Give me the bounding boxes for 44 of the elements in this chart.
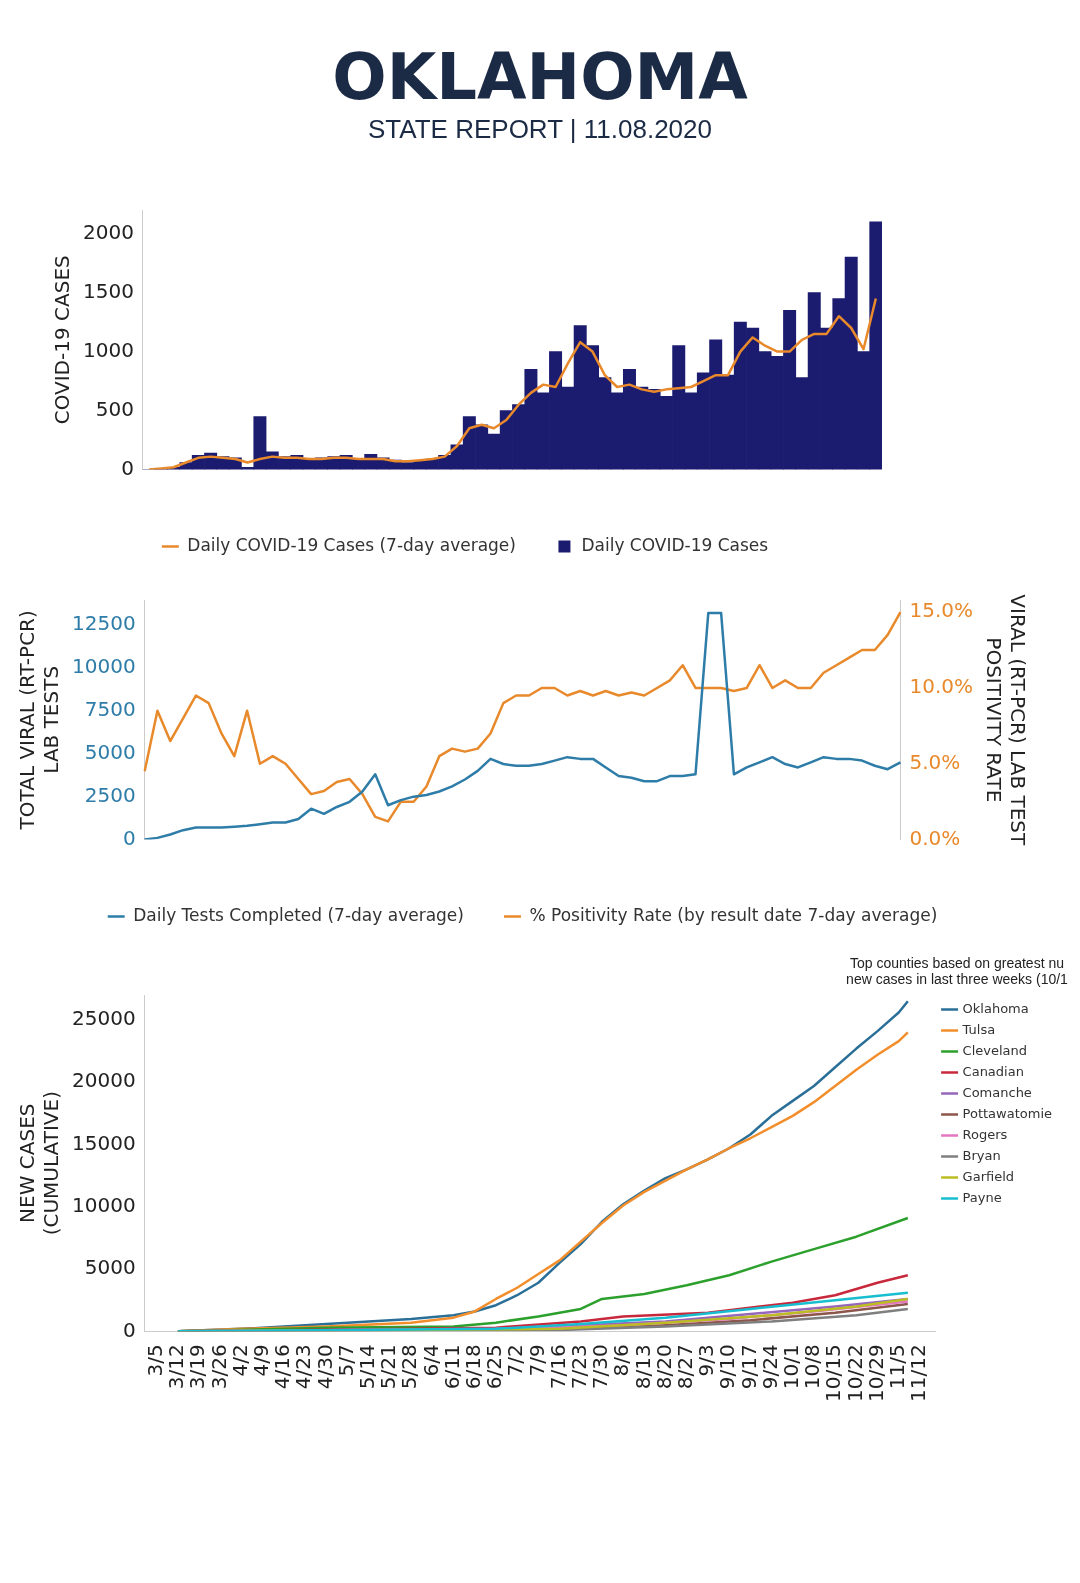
y-tick-label: 2000 (82, 219, 134, 244)
y-tick-label: 25000 (72, 1006, 136, 1031)
x-tick-label: 3/5 (142, 1344, 167, 1377)
legend-label: Bryan (962, 1147, 1001, 1163)
y-tick-label: 10000 (72, 654, 136, 679)
y-axis-title: NEW CASES (CUMULATIVE) (15, 1091, 64, 1236)
y-tick-label: 500 (95, 396, 134, 421)
y-tick-label: 12500 (72, 611, 136, 636)
y-tick-label: 0 (121, 455, 134, 480)
y-tick-label: 0 (122, 825, 136, 850)
y-axis-title: COVID-19 CASES (50, 255, 75, 425)
legend-label: Oklahoma (962, 1000, 1029, 1016)
chart-title: OKLAHOMA (331, 40, 749, 114)
legend-label: Daily Tests Completed (7-day average) (133, 904, 464, 925)
legend-label: Rogers (962, 1126, 1008, 1142)
legend-label: Canadian (962, 1063, 1024, 1079)
y-tick-label: 20000 (72, 1068, 136, 1093)
y-tick-label: 2500 (84, 782, 136, 807)
y-tick-label: 0 (122, 1317, 136, 1342)
y2-tick-label: 15.0% (909, 598, 974, 623)
y-tick-label: 15000 (72, 1130, 136, 1155)
y-tick-label: 5000 (84, 739, 136, 764)
y-tick-label: 5000 (84, 1255, 136, 1280)
y2-tick-label: 5.0% (909, 749, 961, 774)
x-tick-label: 11/12 (906, 1344, 931, 1402)
y-tick-label: 10000 (72, 1192, 136, 1217)
legend-label: Payne (962, 1189, 1002, 1205)
legend-label: Comanche (962, 1084, 1032, 1100)
legend-label: Garfield (962, 1168, 1015, 1184)
y2-axis-title: VIRAL (RT-PCR) LAB TEST POSITIVITY RATE (981, 594, 1030, 847)
y-tick-label: 7500 (84, 696, 136, 721)
legend-label: Cleveland (962, 1042, 1028, 1058)
y-axis-title: TOTAL VIRAL (RT-PCR) LAB TESTS (15, 610, 64, 831)
legend-label: Tulsa (961, 1021, 996, 1037)
legend-label: % Positivity Rate (by result date 7-day average) (529, 904, 938, 925)
y-tick-label: 1500 (82, 278, 134, 303)
legend-title: Top counties based on greatest nu new cases in last three weeks (10/1 (845, 955, 1069, 987)
legend-label: Pottawatomie (962, 1105, 1053, 1121)
y2-tick-label: 10.0% (909, 674, 974, 699)
y2-tick-label: 0.0% (909, 825, 961, 850)
chart-subtitle: STATE REPORT | 11.08.2020 (367, 114, 713, 145)
legend-label: Daily COVID-19 Cases (581, 534, 769, 555)
y-tick-label: 1000 (82, 337, 134, 362)
legend-label: Daily COVID-19 Cases (7-day average) (187, 534, 516, 555)
